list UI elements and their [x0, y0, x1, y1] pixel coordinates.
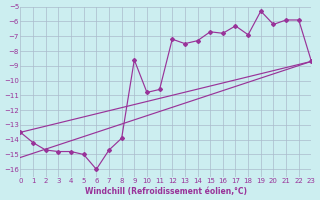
X-axis label: Windchill (Refroidissement éolien,°C): Windchill (Refroidissement éolien,°C)	[85, 187, 247, 196]
